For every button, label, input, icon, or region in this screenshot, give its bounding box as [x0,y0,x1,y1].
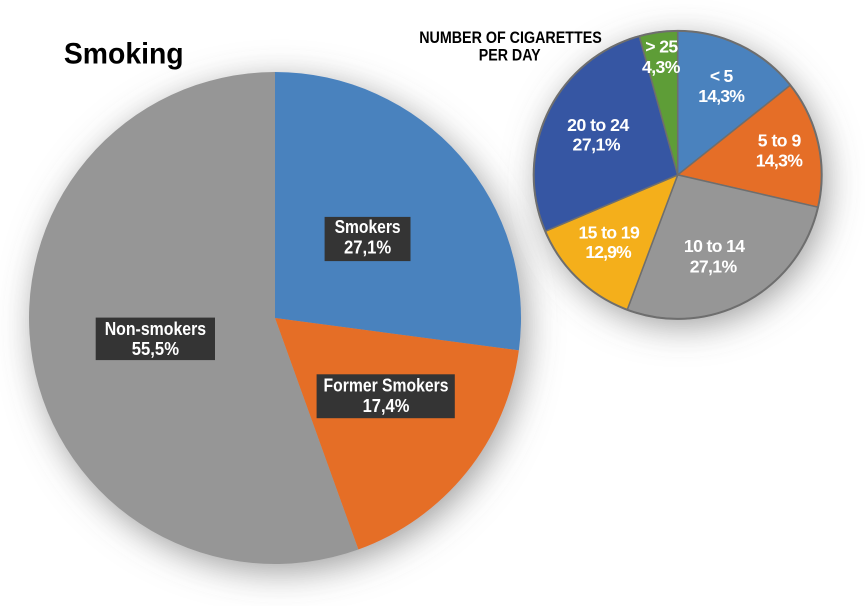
svg-text:> 25: > 25 [645,37,678,57]
svg-text:14,3%: 14,3% [756,150,804,170]
svg-text:12,9%: 12,9% [585,242,632,262]
svg-text:NUMBER OF CIGARETTES: NUMBER OF CIGARETTES [419,28,602,47]
svg-text:15 to 19: 15 to 19 [578,222,640,242]
svg-text:14,3%: 14,3% [698,86,745,106]
svg-text:4,3%: 4,3% [642,57,681,77]
svg-text:PER DAY: PER DAY [479,46,541,65]
svg-text:< 5: < 5 [710,66,734,86]
svg-text:Former Smokers: Former Smokers [324,376,449,396]
svg-text:20 to 24: 20 to 24 [567,115,629,135]
svg-text:5 to 9: 5 to 9 [758,130,802,150]
svg-text:27,1%: 27,1% [344,237,391,257]
svg-text:27,1%: 27,1% [573,135,621,155]
svg-text:17,4%: 17,4% [363,396,410,416]
svg-text:Non-smokers: Non-smokers [105,319,206,339]
svg-text:Smoking: Smoking [64,38,184,71]
svg-text:Smokers: Smokers [335,217,401,237]
svg-text:27,1%: 27,1% [690,256,738,276]
svg-text:10 to 14: 10 to 14 [684,236,745,256]
svg-text:55,5%: 55,5% [132,339,179,359]
